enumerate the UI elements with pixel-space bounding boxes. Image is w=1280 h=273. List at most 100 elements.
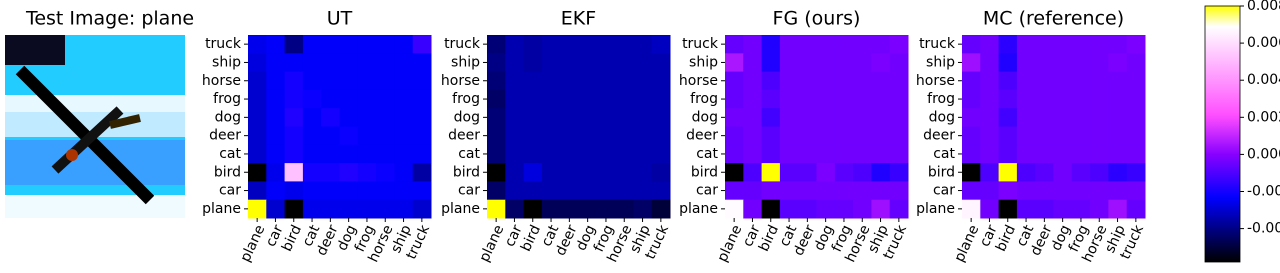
y-tick-label: truck <box>205 36 242 52</box>
heatmap-cell <box>1071 199 1091 219</box>
heatmap-cell <box>1108 181 1128 201</box>
heatmap-cell <box>357 144 377 164</box>
heatmap-cell <box>853 108 872 127</box>
heatmap-cell <box>302 163 322 182</box>
y-tick-label: bird <box>691 164 718 180</box>
heatmap-cell <box>980 181 1000 201</box>
heatmap-cell <box>487 126 506 146</box>
heatmap-cell <box>615 53 634 73</box>
heatmap-cell <box>321 71 340 91</box>
heatmap-cell <box>560 181 579 201</box>
heatmap-cell <box>1071 126 1091 146</box>
y-tick-label: plane <box>916 201 955 217</box>
y-tick-label: plane <box>202 201 241 217</box>
heatmap-cell <box>376 53 395 73</box>
heatmap-cell <box>998 126 1018 146</box>
heatmap-cell <box>1090 163 1109 182</box>
heatmap-cell <box>394 144 414 164</box>
heatmap-cell <box>339 53 359 73</box>
heatmap-cell <box>1016 144 1036 164</box>
heatmap-cell <box>284 89 304 109</box>
heatmap-cell <box>633 71 653 91</box>
heatmap-cell <box>633 144 653 164</box>
heatmap-cell <box>376 108 395 127</box>
heatmap-cell <box>248 89 267 109</box>
heatmap-cell <box>357 53 377 73</box>
heatmap-cell <box>487 53 506 73</box>
heatmap-cell <box>761 163 781 182</box>
heatmap-cell <box>578 181 598 201</box>
heatmap-cell <box>376 181 395 201</box>
heatmap-cell <box>487 181 506 201</box>
heatmap-cell <box>962 126 981 146</box>
heatmap-cell <box>505 71 525 91</box>
heatmap-cell <box>578 71 598 91</box>
heatmap-cell <box>1053 108 1073 127</box>
heatmap-cell <box>321 163 340 182</box>
heatmap-cell <box>523 163 543 182</box>
heatmap-cell <box>376 144 395 164</box>
heatmap-cell <box>321 126 340 146</box>
heatmap-cell <box>541 53 561 73</box>
y-tick-label: horse <box>441 73 480 89</box>
heatmap-cell <box>1126 89 1146 109</box>
heatmap-cell <box>779 163 799 182</box>
heatmap-cell <box>357 71 377 91</box>
heatmap-cell <box>998 35 1018 54</box>
heatmap-cell <box>1035 35 1054 54</box>
heatmap-cell <box>560 35 579 54</box>
heatmap-cell <box>962 108 981 127</box>
heatmap-cell <box>394 89 414 109</box>
heatmap-cell <box>998 71 1018 91</box>
heatmap-cell <box>853 71 872 91</box>
heatmap-cell <box>284 35 304 54</box>
heatmap-cell <box>394 126 414 146</box>
heatmap-cell <box>816 35 836 54</box>
colorbar-tick-label: -0.004 <box>1247 221 1280 237</box>
heatmap-cell <box>541 89 561 109</box>
heatmap-cell <box>1016 89 1036 109</box>
heatmap-cell <box>1035 71 1054 91</box>
heatmap-cell <box>980 108 1000 127</box>
heatmap-cell <box>962 89 981 109</box>
heatmap-cell <box>412 126 432 146</box>
heatmap-cell <box>560 163 579 182</box>
heatmap-cell <box>505 126 525 146</box>
heatmap-cell <box>505 53 525 73</box>
heatmap-cell <box>1035 53 1054 73</box>
heatmap-cell <box>376 126 395 146</box>
y-tick-label: ship <box>451 54 480 70</box>
heatmap-cell <box>1071 181 1091 201</box>
heatmap-cell <box>541 181 561 201</box>
heatmap-cell <box>1016 181 1036 201</box>
heatmap-cell <box>248 53 267 73</box>
heatmap-cell <box>412 89 432 109</box>
heatmap-cell <box>1090 181 1109 201</box>
heatmap-cell <box>284 126 304 146</box>
heatmap-cell <box>394 53 414 73</box>
heatmap-cell <box>394 71 414 91</box>
heatmap-cell <box>725 89 744 109</box>
heatmap-cell <box>560 199 579 219</box>
heatmap-cell <box>816 71 836 91</box>
heatmap-cell <box>1035 126 1054 146</box>
heatmap-cell <box>853 144 872 164</box>
heatmap-cell <box>541 35 561 54</box>
heatmap-cell <box>523 35 543 54</box>
heatmap-cell <box>302 35 322 54</box>
heatmap-cell <box>505 108 525 127</box>
y-tick-label: cat <box>219 146 241 162</box>
heatmap-cell <box>633 89 653 109</box>
heatmap-cell <box>834 53 854 73</box>
heatmap-cell <box>816 163 836 182</box>
heatmap-cell <box>1126 35 1146 54</box>
heatmap-cell <box>1053 35 1073 54</box>
heatmap-cell <box>962 35 981 54</box>
heatmap-cell <box>871 35 891 54</box>
heatmap-cell <box>633 181 653 201</box>
heatmap-cell <box>615 35 634 54</box>
y-tick-label: deer <box>448 128 480 144</box>
y-tick-label: frog <box>690 91 718 107</box>
heatmap-cell <box>998 144 1018 164</box>
heatmap-cell <box>248 181 267 201</box>
